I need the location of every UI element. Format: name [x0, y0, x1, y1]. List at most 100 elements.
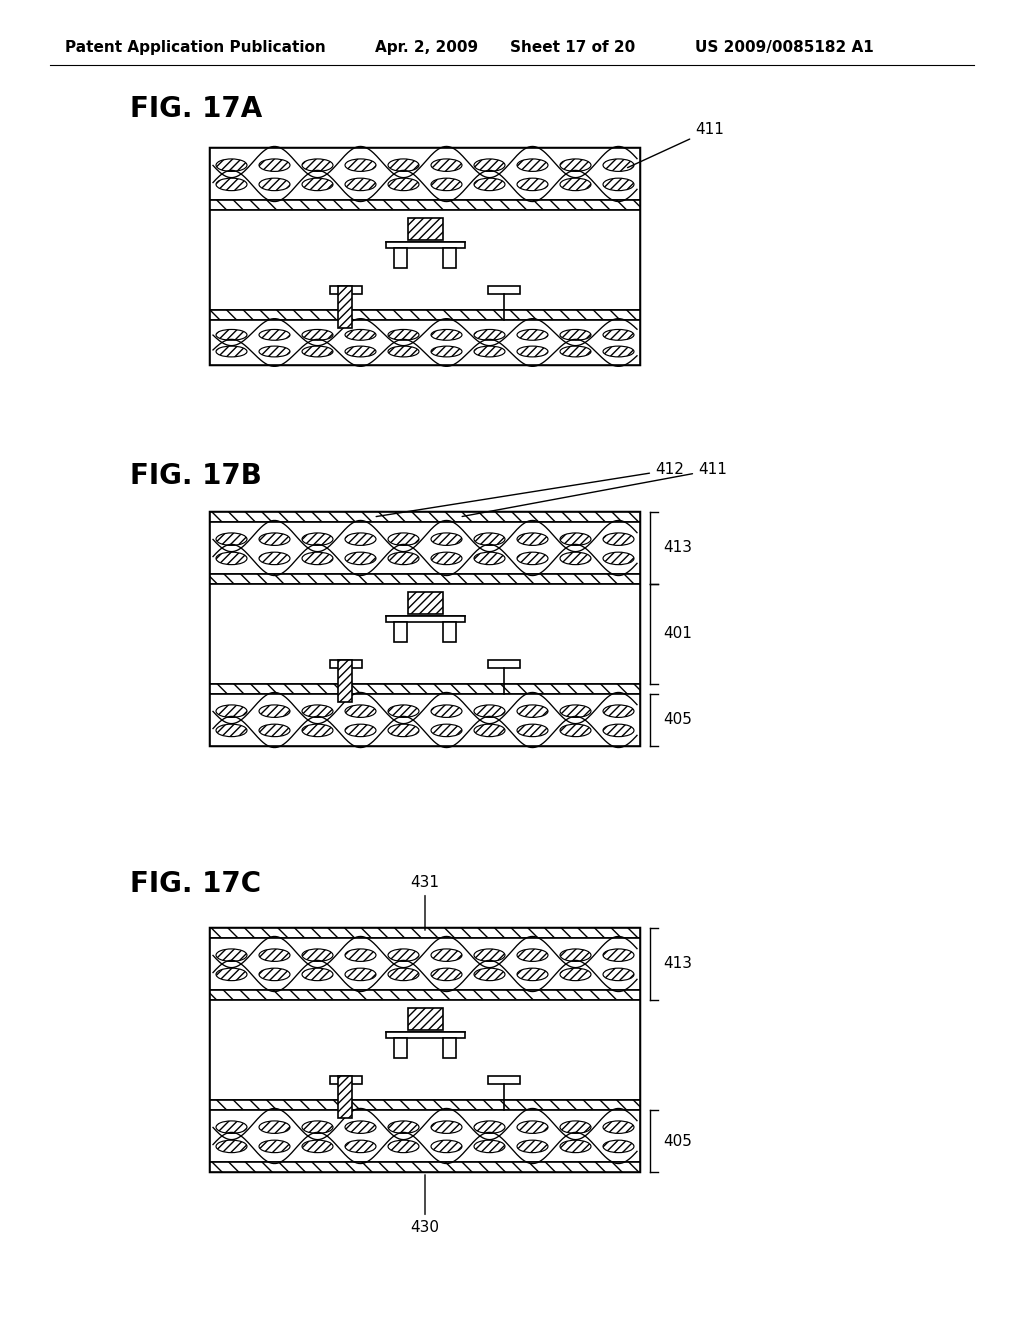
Ellipse shape [560, 705, 591, 717]
Ellipse shape [388, 968, 419, 981]
Ellipse shape [259, 725, 290, 737]
Ellipse shape [216, 1140, 247, 1152]
Ellipse shape [603, 158, 634, 172]
Ellipse shape [302, 725, 333, 737]
Ellipse shape [474, 158, 505, 172]
Bar [210, 521, 640, 574]
Ellipse shape [603, 1140, 634, 1152]
Ellipse shape [302, 552, 333, 565]
Ellipse shape [474, 330, 505, 341]
Ellipse shape [388, 1140, 419, 1152]
Ellipse shape [517, 158, 548, 172]
Bar [385, 242, 465, 248]
Ellipse shape [517, 552, 548, 565]
Ellipse shape [345, 968, 376, 981]
Text: 405: 405 [663, 713, 692, 727]
Ellipse shape [560, 949, 591, 961]
Bar [443, 248, 456, 268]
Ellipse shape [216, 968, 247, 981]
Ellipse shape [560, 968, 591, 981]
Text: 401: 401 [663, 627, 692, 642]
Bar [330, 286, 362, 294]
Ellipse shape [517, 949, 548, 961]
Ellipse shape [603, 705, 634, 717]
Ellipse shape [560, 552, 591, 565]
Ellipse shape [560, 533, 591, 545]
Ellipse shape [603, 178, 634, 190]
Ellipse shape [259, 552, 290, 565]
Bar [210, 684, 640, 694]
Ellipse shape [560, 1121, 591, 1134]
Ellipse shape [603, 725, 634, 737]
Text: 430: 430 [411, 1175, 439, 1236]
Bar [210, 574, 640, 583]
Ellipse shape [603, 330, 634, 341]
Bar [210, 1162, 640, 1172]
Ellipse shape [517, 178, 548, 190]
Bar [210, 201, 640, 210]
Ellipse shape [431, 330, 462, 341]
Ellipse shape [517, 346, 548, 356]
Bar [338, 1076, 352, 1118]
Ellipse shape [259, 158, 290, 172]
Ellipse shape [216, 158, 247, 172]
Ellipse shape [216, 949, 247, 961]
Text: 413: 413 [663, 957, 692, 972]
Bar [394, 248, 407, 268]
Ellipse shape [345, 1121, 376, 1134]
Text: 411: 411 [462, 462, 727, 516]
Ellipse shape [560, 725, 591, 737]
Ellipse shape [345, 949, 376, 961]
Text: Patent Application Publication: Patent Application Publication [65, 40, 326, 55]
Bar [338, 286, 352, 327]
Ellipse shape [517, 1121, 548, 1134]
Ellipse shape [474, 705, 505, 717]
Ellipse shape [345, 552, 376, 565]
Bar [210, 583, 640, 684]
Text: 411: 411 [628, 123, 724, 168]
Ellipse shape [302, 949, 333, 961]
Ellipse shape [302, 705, 333, 717]
Ellipse shape [388, 552, 419, 565]
Bar [488, 660, 520, 668]
Ellipse shape [603, 968, 634, 981]
Ellipse shape [388, 178, 419, 190]
Ellipse shape [474, 1140, 505, 1152]
Ellipse shape [431, 158, 462, 172]
Ellipse shape [431, 178, 462, 190]
Ellipse shape [345, 705, 376, 717]
Ellipse shape [388, 330, 419, 341]
Ellipse shape [431, 346, 462, 356]
Bar [210, 990, 640, 1001]
Bar [210, 939, 640, 990]
Bar [408, 1008, 442, 1030]
Bar [385, 1032, 465, 1038]
Ellipse shape [345, 346, 376, 356]
Ellipse shape [345, 1140, 376, 1152]
Ellipse shape [388, 949, 419, 961]
Bar [210, 512, 640, 521]
Ellipse shape [302, 346, 333, 356]
Ellipse shape [259, 1140, 290, 1152]
Ellipse shape [302, 968, 333, 981]
Bar [210, 319, 640, 366]
Ellipse shape [216, 1121, 247, 1134]
Text: FIG. 17B: FIG. 17B [130, 462, 262, 490]
Bar [385, 616, 465, 622]
Ellipse shape [259, 1121, 290, 1134]
Ellipse shape [302, 158, 333, 172]
Ellipse shape [431, 949, 462, 961]
Ellipse shape [388, 705, 419, 717]
Ellipse shape [603, 949, 634, 961]
Bar [443, 1038, 456, 1059]
Bar [394, 622, 407, 642]
Ellipse shape [517, 533, 548, 545]
Bar [210, 694, 640, 746]
Text: Apr. 2, 2009: Apr. 2, 2009 [375, 40, 478, 55]
Ellipse shape [388, 158, 419, 172]
Bar [330, 660, 362, 668]
Ellipse shape [474, 968, 505, 981]
Ellipse shape [302, 1121, 333, 1134]
Ellipse shape [388, 1121, 419, 1134]
Bar [210, 512, 640, 746]
